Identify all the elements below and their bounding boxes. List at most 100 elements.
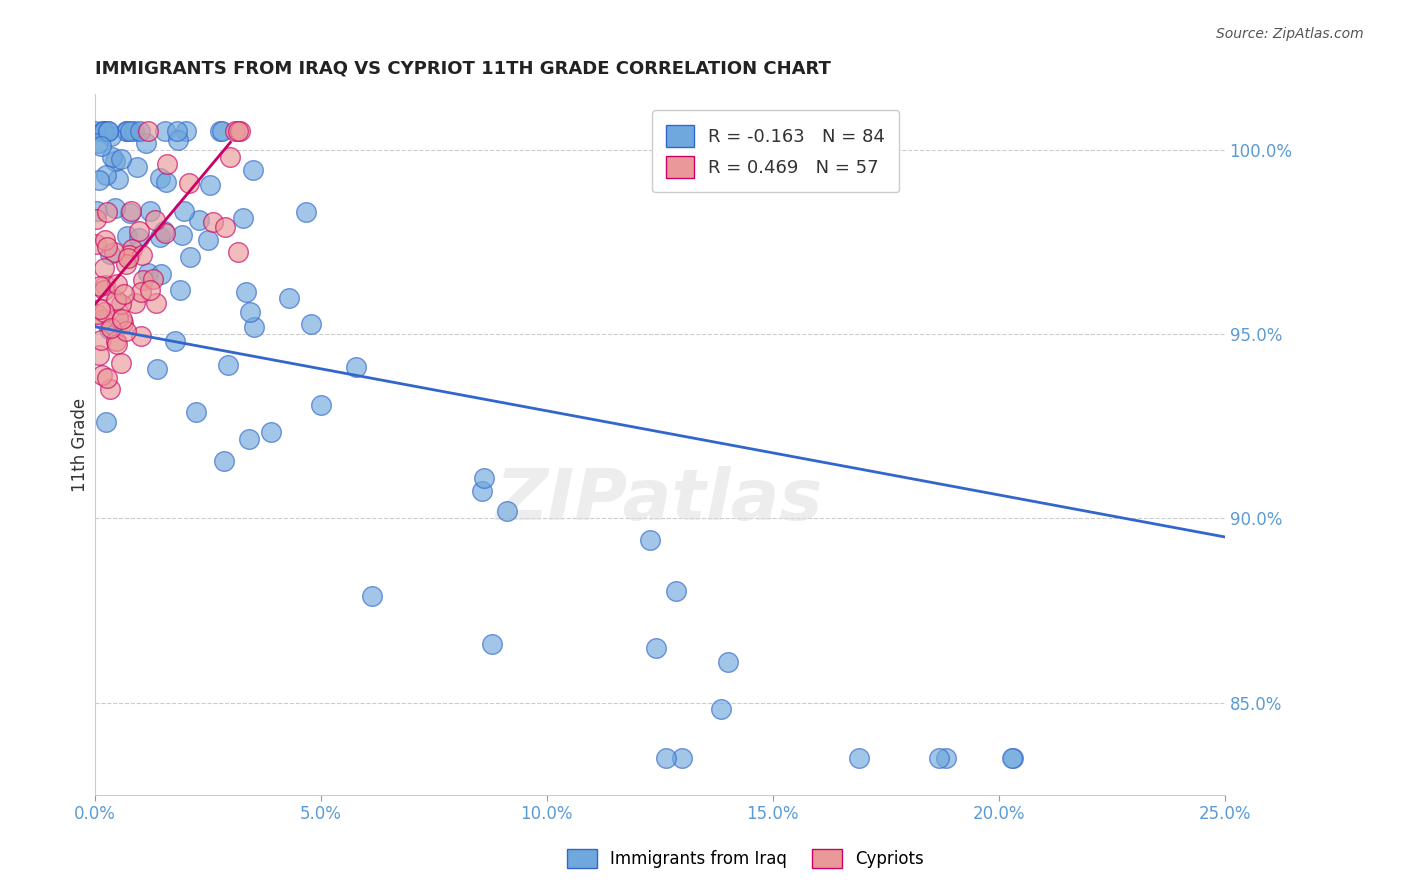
Point bbox=[135, 136, 157, 151]
Point bbox=[124, 296, 146, 310]
Point bbox=[97, 322, 120, 336]
Point bbox=[472, 471, 495, 485]
Point bbox=[212, 454, 235, 468]
Point bbox=[107, 172, 129, 186]
Point bbox=[105, 277, 128, 292]
Point bbox=[97, 124, 120, 138]
Point bbox=[173, 204, 195, 219]
Point bbox=[214, 219, 236, 234]
Point bbox=[84, 124, 107, 138]
Point bbox=[638, 533, 661, 547]
Point bbox=[104, 154, 127, 169]
Point bbox=[104, 201, 127, 215]
Point bbox=[93, 261, 115, 276]
Point bbox=[110, 152, 132, 166]
Point bbox=[224, 124, 246, 138]
Point bbox=[115, 124, 138, 138]
Point bbox=[93, 124, 115, 138]
Point bbox=[471, 483, 494, 498]
Point bbox=[208, 124, 231, 138]
Point bbox=[90, 333, 112, 347]
Legend: R = -0.163   N = 84, R = 0.469   N = 57: R = -0.163 N = 84, R = 0.469 N = 57 bbox=[652, 111, 900, 193]
Point bbox=[96, 415, 118, 429]
Point bbox=[86, 307, 108, 321]
Point bbox=[136, 124, 159, 138]
Point bbox=[128, 224, 150, 238]
Point bbox=[96, 204, 118, 219]
Point bbox=[110, 356, 132, 370]
Point bbox=[87, 348, 110, 362]
Point bbox=[186, 405, 208, 419]
Point bbox=[139, 283, 162, 297]
Text: ZIPatlas: ZIPatlas bbox=[496, 467, 824, 535]
Point bbox=[278, 291, 301, 305]
Point bbox=[93, 233, 115, 247]
Point bbox=[120, 124, 142, 138]
Point bbox=[115, 228, 138, 243]
Point bbox=[94, 277, 117, 292]
Point bbox=[217, 358, 239, 372]
Point bbox=[93, 312, 115, 326]
Point bbox=[87, 136, 110, 151]
Point bbox=[243, 319, 266, 334]
Point bbox=[143, 212, 166, 227]
Point bbox=[121, 242, 143, 256]
Point bbox=[93, 305, 115, 319]
Point bbox=[155, 175, 177, 189]
Point bbox=[100, 150, 122, 164]
Point bbox=[112, 287, 135, 301]
Point bbox=[179, 176, 201, 190]
Point bbox=[84, 236, 107, 251]
Point bbox=[201, 215, 224, 229]
Point bbox=[174, 124, 197, 138]
Point bbox=[495, 504, 517, 518]
Point bbox=[94, 168, 117, 182]
Point bbox=[89, 301, 111, 316]
Point bbox=[309, 398, 332, 412]
Point bbox=[136, 266, 159, 280]
Point bbox=[146, 361, 169, 376]
Point bbox=[107, 336, 129, 351]
Point bbox=[153, 226, 176, 240]
Point bbox=[664, 583, 686, 598]
Point bbox=[120, 204, 142, 219]
Point bbox=[149, 170, 172, 185]
Point bbox=[90, 368, 112, 383]
Point bbox=[156, 157, 179, 171]
Point bbox=[84, 211, 107, 226]
Point bbox=[228, 124, 250, 138]
Point bbox=[197, 233, 219, 247]
Point bbox=[115, 124, 138, 138]
Point bbox=[1001, 751, 1024, 765]
Point bbox=[717, 656, 740, 670]
Point bbox=[118, 248, 141, 262]
Point bbox=[166, 133, 188, 147]
Point bbox=[1002, 751, 1025, 765]
Point bbox=[107, 310, 129, 325]
Point bbox=[228, 124, 250, 138]
Point bbox=[165, 334, 187, 348]
Point bbox=[644, 640, 666, 655]
Point bbox=[132, 273, 155, 287]
Point bbox=[103, 244, 125, 259]
Point bbox=[125, 160, 148, 174]
Point bbox=[122, 124, 145, 138]
Point bbox=[115, 324, 138, 338]
Point bbox=[128, 124, 150, 138]
Point bbox=[100, 129, 122, 144]
Point bbox=[259, 425, 281, 440]
Point bbox=[93, 283, 115, 297]
Point bbox=[86, 203, 108, 218]
Point bbox=[344, 359, 367, 374]
Legend: Immigrants from Iraq, Cypriots: Immigrants from Iraq, Cypriots bbox=[560, 842, 931, 875]
Point bbox=[481, 637, 503, 651]
Point bbox=[226, 245, 249, 260]
Point bbox=[188, 212, 211, 227]
Point bbox=[131, 248, 153, 262]
Point bbox=[232, 211, 254, 225]
Point bbox=[150, 268, 173, 282]
Text: Source: ZipAtlas.com: Source: ZipAtlas.com bbox=[1216, 27, 1364, 41]
Point bbox=[104, 334, 127, 348]
Point bbox=[131, 329, 153, 343]
Point bbox=[179, 251, 201, 265]
